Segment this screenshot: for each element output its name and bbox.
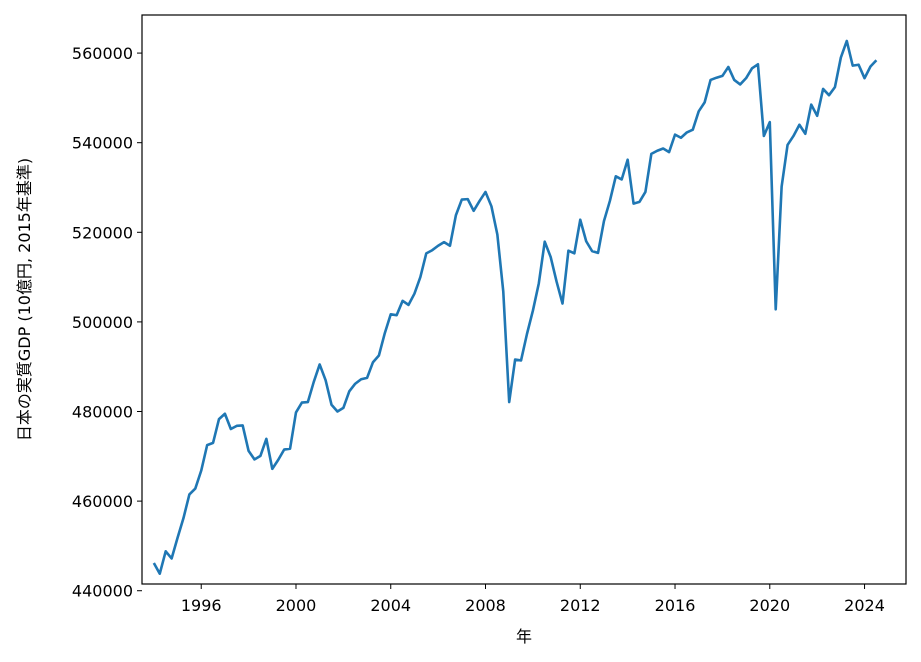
x-axis-label: 年 bbox=[516, 627, 532, 646]
x-tick-label: 2024 bbox=[844, 596, 885, 615]
series-line bbox=[152, 39, 878, 576]
plot-frame bbox=[141, 14, 907, 585]
x-tick-label: 2004 bbox=[370, 596, 411, 615]
x-tick-label: 2012 bbox=[560, 596, 601, 615]
y-axis-ticks: 440000 460000 480000 500000 520000 540000 5600… bbox=[72, 44, 142, 601]
y-tick-label: 520000 bbox=[72, 223, 133, 242]
y-tick-label: 460000 bbox=[72, 492, 133, 511]
x-tick-label: 2020 bbox=[749, 596, 790, 615]
y-tick-label: 440000 bbox=[72, 582, 133, 601]
y-tick-label: 560000 bbox=[72, 44, 133, 63]
x-tick-label: 2000 bbox=[276, 596, 317, 615]
y-axis-label: 日本の実質GDP (10億円, 2015年基準) bbox=[15, 158, 34, 441]
x-tick-label: 1996 bbox=[181, 596, 222, 615]
y-tick-label: 500000 bbox=[72, 313, 133, 332]
x-tick-label: 2008 bbox=[465, 596, 506, 615]
y-tick-label: 480000 bbox=[72, 403, 133, 422]
series-group bbox=[152, 39, 878, 576]
y-tick-label: 540000 bbox=[72, 134, 133, 153]
x-tick-label: 2016 bbox=[655, 596, 696, 615]
x-axis-ticks: 1996 2000 2004 2008 2012 2016 2020 2024 bbox=[181, 584, 885, 615]
